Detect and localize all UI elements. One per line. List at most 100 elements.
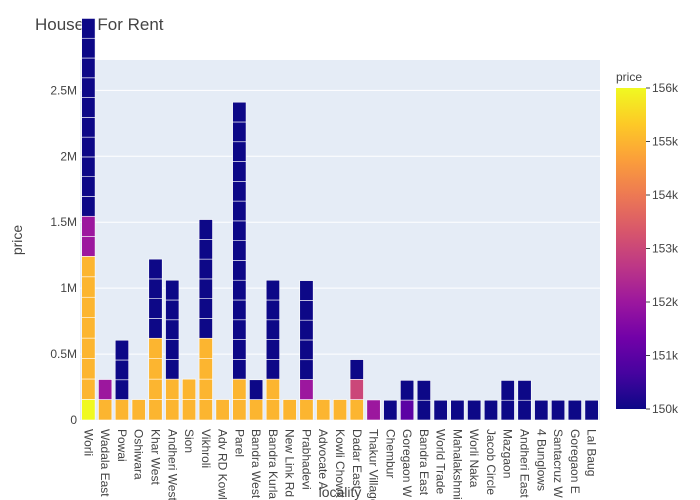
bar-segment xyxy=(265,319,280,340)
x-axis-title: locality xyxy=(319,484,362,500)
bar-segment xyxy=(265,339,280,360)
x-tick-label: Goregaon E xyxy=(568,429,582,494)
bar-segment xyxy=(366,399,381,421)
x-tick-label: Santacruz W xyxy=(551,429,565,498)
bar-segment xyxy=(232,181,247,202)
bar-segment xyxy=(567,399,582,421)
bar-segment xyxy=(265,299,280,321)
bar-segment xyxy=(249,399,264,421)
bar-segment xyxy=(165,299,180,321)
x-tick-label: Jacob Circle xyxy=(484,429,498,495)
bar-segment xyxy=(299,379,314,400)
bar-segment xyxy=(81,97,96,118)
bar-segment xyxy=(232,279,247,301)
colorbar-tick-label: 156k xyxy=(652,81,679,95)
bar-segment xyxy=(165,279,180,301)
bar-segment xyxy=(81,337,96,359)
bars xyxy=(81,18,599,421)
bar-segment xyxy=(299,300,314,321)
colorbar-tick-label: 152k xyxy=(652,295,679,309)
x-tick-label: Kowli Chowk xyxy=(333,429,347,499)
bar-segment xyxy=(416,380,431,401)
bar-segment xyxy=(483,399,498,421)
bar-segment xyxy=(349,359,364,380)
bar-segment xyxy=(198,337,213,359)
bar-segment xyxy=(450,399,465,421)
bar-segment xyxy=(232,200,247,222)
x-tick-label: Prabhadevi xyxy=(299,429,313,490)
bar-segment xyxy=(299,319,314,341)
colorbar-title: price xyxy=(616,70,642,84)
bar-segment xyxy=(400,380,415,401)
bar-segment xyxy=(81,37,96,59)
bar-segment xyxy=(81,296,96,318)
bar-segment xyxy=(198,258,213,280)
x-tick-label: World Trade xyxy=(434,429,448,494)
bar-segment xyxy=(232,299,247,321)
bar-segment xyxy=(433,399,448,421)
x-tick-label: Bandra West xyxy=(249,429,263,499)
y-tick-label: 2.5M xyxy=(50,83,77,97)
bar-segment xyxy=(198,298,213,319)
x-tick-label: Parel xyxy=(232,429,246,457)
bar-segment xyxy=(148,378,163,400)
bar-segment xyxy=(416,399,431,421)
x-tick-label: Thakur Village xyxy=(367,429,381,500)
x-tick-label: Andheri West xyxy=(165,429,179,500)
bar-segment xyxy=(232,359,247,380)
bar-segment xyxy=(232,121,247,143)
bar-segment xyxy=(198,358,213,380)
bar-segment xyxy=(81,156,96,178)
bar-segment xyxy=(249,379,264,400)
bar-segment xyxy=(232,240,247,261)
bar-segment xyxy=(148,358,163,380)
x-tick-label: Lal Baug xyxy=(585,429,599,476)
bar-segment xyxy=(165,339,180,360)
colorbar-tick-label: 153k xyxy=(652,242,679,256)
bar-segment xyxy=(148,337,163,359)
bar-segment xyxy=(98,379,113,400)
x-tick-label: Andheri East xyxy=(518,429,532,498)
bar-segment xyxy=(265,399,280,421)
bar-segment xyxy=(232,220,247,241)
bar-segment xyxy=(81,215,96,237)
x-tick-labels: Worli Wadala East Powai Oshiwara Khar West An… xyxy=(81,429,598,500)
bar-segment xyxy=(81,317,96,339)
bar-segment xyxy=(81,236,96,257)
x-tick-label: Goregaon W xyxy=(400,429,414,498)
x-tick-label: Powai xyxy=(115,429,129,462)
bar-segment xyxy=(299,280,314,301)
bar-segment xyxy=(349,399,364,421)
x-tick-label: Chembur xyxy=(383,429,397,478)
colorbar-tick-label: 154k xyxy=(652,188,679,202)
bar-segment xyxy=(551,399,566,421)
bar-segment xyxy=(215,399,230,421)
colorbar-tick-label: 150k xyxy=(652,402,679,416)
bar-segment xyxy=(165,378,180,400)
x-tick-label: Dadar East xyxy=(350,429,364,490)
bar-segment xyxy=(232,101,247,123)
bar-segment xyxy=(98,399,113,421)
bar-segment xyxy=(81,77,96,98)
bar-segment xyxy=(299,359,314,380)
bar-segment xyxy=(265,378,280,400)
bar-segment xyxy=(400,399,415,421)
bar-segment xyxy=(198,378,213,400)
bar-segment xyxy=(584,399,599,421)
bar-segment xyxy=(81,136,96,158)
colorbar xyxy=(616,88,646,409)
bar-segment xyxy=(232,319,247,340)
colorbar-tick-labels: 150k 151k 152k 153k 154k 155k 156k xyxy=(646,81,679,416)
x-tick-label: Bandra Kurla xyxy=(266,429,280,499)
bar-segment xyxy=(299,339,314,361)
x-tick-label: Mazgaon xyxy=(501,429,515,478)
bar-segment xyxy=(114,339,129,361)
chart-title: Houses For Rent xyxy=(35,15,164,34)
bar-segment xyxy=(232,378,247,400)
bar-segment xyxy=(383,399,398,421)
y-tick-label: 0 xyxy=(70,413,77,427)
x-tick-label: Mahalakshmi xyxy=(450,429,464,500)
bar-segment xyxy=(81,196,96,217)
x-tick-label: Bandra East xyxy=(417,429,431,496)
bar-segment xyxy=(198,318,213,339)
